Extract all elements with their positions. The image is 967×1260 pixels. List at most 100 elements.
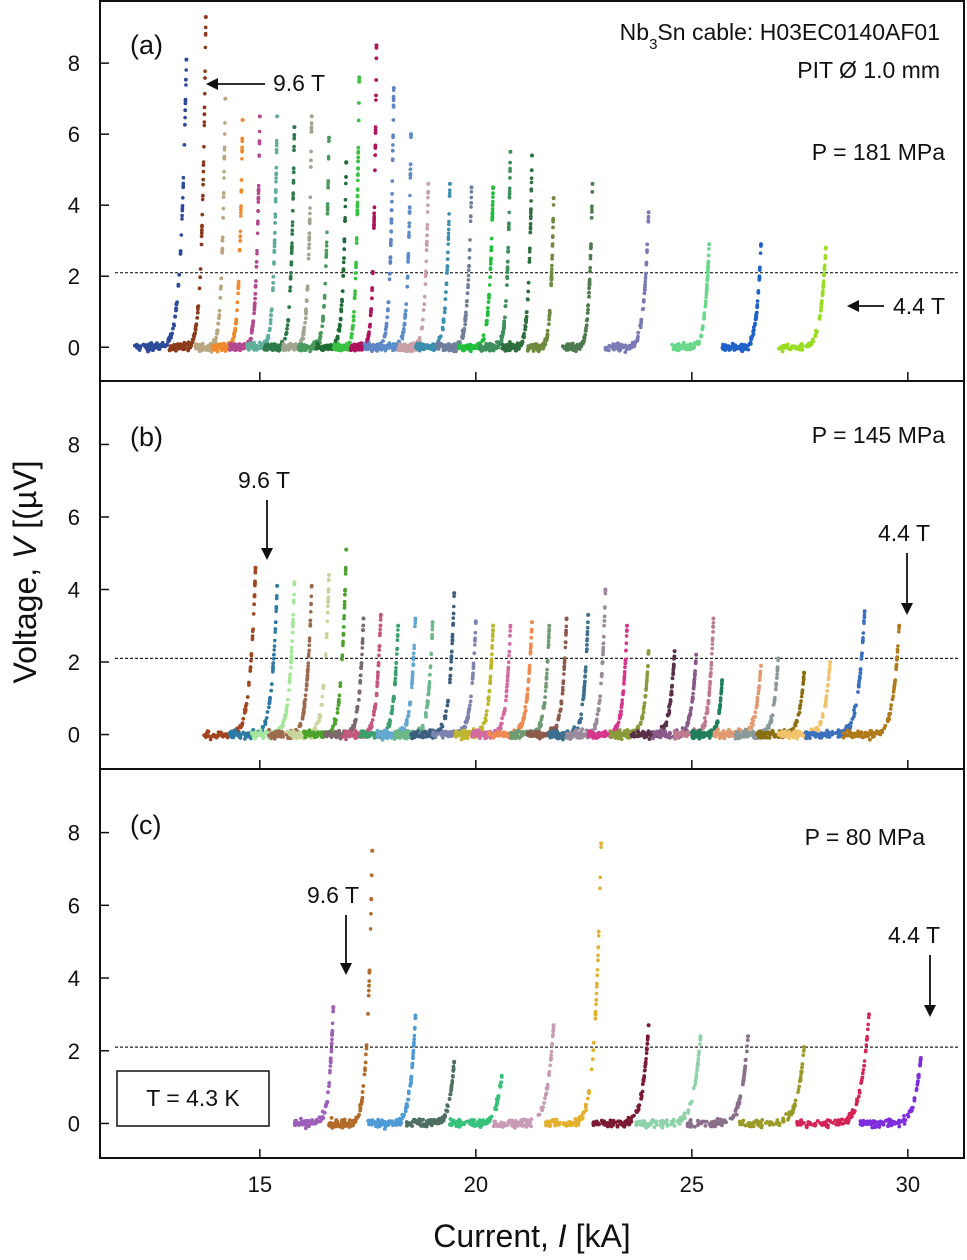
data-point [217,343,222,348]
data-point [356,178,360,183]
data-point [353,289,357,293]
data-point [556,716,561,721]
data-point [459,345,463,350]
data-point [202,144,206,149]
data-point [546,645,551,649]
data-point [450,638,455,643]
data-point [309,149,313,154]
data-point [203,347,208,352]
data-point [638,323,643,328]
peak-point [275,583,280,588]
data-point [383,331,388,336]
data-point [368,726,373,730]
peak-point [413,616,418,621]
data-point [527,668,532,672]
data-point [370,718,375,722]
data-point [507,191,512,196]
data-point [625,628,629,632]
data-point [391,348,395,353]
data-point [500,342,505,347]
data-point [290,241,294,245]
data-point [601,641,606,645]
data-point [452,594,456,598]
data-point [177,346,182,351]
data-point [358,679,363,683]
data-point [182,340,187,345]
data-point [203,25,208,30]
data-point [292,148,296,153]
data-point [284,347,288,352]
data-point [390,179,395,183]
peak-point [396,623,401,628]
data-point [181,196,185,200]
data-point [598,694,602,699]
data-point [324,244,329,248]
data-point [562,658,567,663]
data-point [393,671,398,676]
data-point [620,701,624,706]
data-point [448,673,453,678]
data-point [487,296,491,300]
data-point [490,646,494,650]
data-point [487,283,492,287]
data-point [271,281,276,285]
data-point [468,699,473,704]
data-point [550,263,554,268]
data-point [366,731,371,736]
data-point [706,271,710,275]
data-point [527,256,532,261]
peak-point [378,612,383,617]
data-point [446,250,450,255]
data-point [487,348,492,353]
data-point [268,313,273,317]
data-point [243,737,247,741]
data-point [549,271,554,276]
series-0-4 [228,114,262,353]
data-point [377,653,381,658]
data-point [389,208,394,213]
data-point [272,250,277,255]
data-point [302,705,307,710]
data-point [244,732,249,736]
data-point [641,299,646,304]
data-point [252,594,257,599]
data-point [686,347,691,352]
data-point [269,688,274,693]
data-point [507,196,512,200]
data-point [355,187,360,191]
data-point [622,682,626,686]
data-point [284,332,288,337]
data-point [324,635,329,639]
data-point [490,207,495,211]
data-point [307,221,312,226]
data-point [464,303,469,308]
data-point [370,296,374,301]
data-point [303,735,308,740]
data-point [353,276,358,281]
data-point [362,341,367,346]
data-point [366,334,371,339]
data-point [358,673,363,678]
data-point [353,292,357,297]
data-point [451,623,455,627]
peak-point [473,620,478,625]
data-point [529,199,533,203]
data-point [450,641,455,646]
data-point [447,212,451,216]
data-point [624,347,629,351]
data-point [497,341,502,346]
data-point [470,677,475,681]
data-point [529,188,534,193]
data-point [344,345,348,350]
data-point [274,179,278,184]
data-point [464,720,469,725]
data-point [370,288,374,292]
data-point [599,681,603,686]
data-point [342,616,346,621]
data-point [583,674,587,678]
data-point [554,725,559,729]
data-point [361,623,366,628]
data-point [593,726,597,731]
peak-point [707,242,712,247]
data-point [405,720,409,725]
